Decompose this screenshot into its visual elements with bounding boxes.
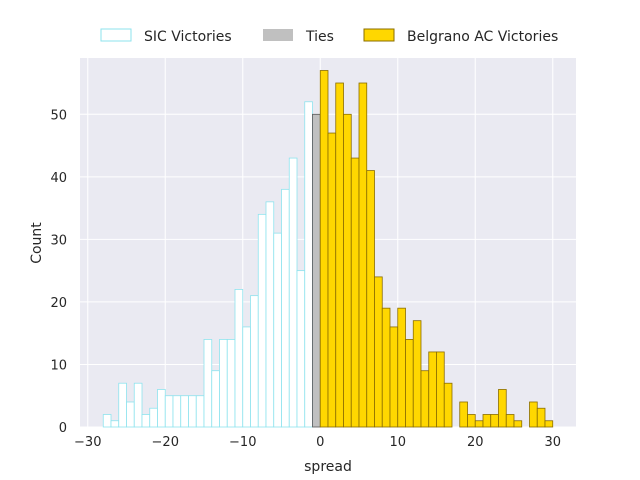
bar-sic-victories	[273, 232, 282, 428]
bar-belgrano-ac-victories	[490, 414, 499, 428]
bar-sic-victories	[149, 407, 158, 428]
legend-label-belgrano-victories: Belgrano AC Victories	[407, 29, 558, 45]
bar-belgrano-ac-victories	[319, 70, 329, 428]
bar-sic-victories	[296, 270, 306, 428]
bar-belgrano-ac-victories	[412, 320, 422, 428]
x-tick-label: 0	[316, 435, 324, 450]
bar-sic-victories	[195, 395, 205, 428]
bar-sic-victories	[304, 101, 313, 428]
bar-belgrano-ac-victories	[335, 82, 344, 428]
bar-belgrano-ac-victories	[389, 326, 399, 428]
bar-belgrano-ac-victories	[505, 414, 515, 428]
legend-swatch-belgrano-victories	[363, 28, 395, 42]
x-tick-label: −30	[74, 435, 101, 450]
bar-belgrano-ac-victories	[327, 132, 337, 428]
bar-sic-victories	[188, 395, 197, 428]
y-tick-label: 50	[50, 108, 67, 123]
bar-belgrano-ac-victories	[420, 370, 430, 428]
bar-belgrano-ac-victories	[381, 307, 391, 428]
x-tick-label: −10	[229, 435, 256, 450]
bar-belgrano-ac-victories	[474, 420, 484, 428]
x-axis-label: spread	[304, 459, 352, 475]
legend-swatch-ties	[263, 29, 293, 41]
bar-belgrano-ac-victories	[350, 157, 360, 428]
bar-belgrano-ac-victories	[358, 82, 368, 428]
bar-sic-victories	[211, 370, 220, 428]
bar-belgrano-ac-victories	[529, 401, 538, 428]
y-tick-label: 0	[59, 421, 67, 436]
bar-ties	[312, 113, 321, 428]
histogram-bars	[102, 70, 554, 428]
bar-sic-victories	[203, 339, 213, 428]
legend-label-sic-victories: SIC Victories	[144, 29, 232, 45]
x-axis-ticks: −30 −20 −10 0 10 20 30	[74, 435, 561, 450]
bar-belgrano-ac-victories	[498, 389, 507, 428]
y-axis-label: Count	[29, 222, 45, 264]
bar-sic-victories	[157, 389, 166, 428]
bar-sic-victories	[288, 157, 298, 428]
bar-sic-victories	[250, 295, 259, 428]
bar-sic-victories	[180, 395, 189, 428]
x-tick-label: 30	[544, 435, 561, 450]
bar-sic-victories	[164, 395, 174, 428]
bar-sic-victories	[257, 213, 267, 428]
y-tick-label: 10	[50, 358, 67, 373]
bar-belgrano-ac-victories	[443, 382, 453, 428]
bar-sic-victories	[219, 339, 228, 428]
bar-sic-victories	[126, 401, 135, 428]
x-tick-label: 10	[389, 435, 406, 450]
bar-sic-victories	[110, 420, 120, 428]
legend-swatch-sic-victories	[100, 28, 132, 42]
bar-sic-victories	[141, 414, 151, 428]
bar-sic-victories	[226, 339, 236, 428]
legend: SIC Victories Ties Belgrano AC Victories	[100, 28, 558, 45]
bar-belgrano-ac-victories	[397, 307, 406, 428]
x-tick-label: −20	[152, 435, 179, 450]
bar-sic-victories	[172, 395, 182, 428]
bar-sic-victories	[281, 188, 290, 428]
bar-sic-victories	[133, 382, 143, 428]
bar-belgrano-ac-victories	[544, 420, 554, 428]
bar-sic-victories	[242, 326, 251, 428]
bar-belgrano-ac-victories	[482, 414, 492, 428]
y-tick-label: 20	[50, 296, 67, 311]
bar-belgrano-ac-victories	[428, 351, 437, 428]
bar-sic-victories	[265, 201, 275, 428]
y-tick-label: 40	[50, 171, 67, 186]
bar-sic-victories	[118, 382, 127, 428]
bar-belgrano-ac-victories	[459, 401, 468, 428]
bar-belgrano-ac-victories	[513, 420, 523, 428]
bar-belgrano-ac-victories	[436, 351, 445, 428]
bar-belgrano-ac-victories	[366, 170, 375, 428]
bar-sic-victories	[234, 289, 244, 428]
legend-label-ties: Ties	[305, 29, 334, 45]
bar-belgrano-ac-victories	[405, 339, 414, 428]
y-axis-ticks: 0 10 20 30 40 50	[50, 108, 67, 436]
y-tick-label: 30	[50, 233, 67, 248]
bar-sic-victories	[102, 414, 112, 428]
bar-belgrano-ac-victories	[343, 113, 352, 428]
x-tick-label: 20	[467, 435, 484, 450]
bar-belgrano-ac-victories	[536, 407, 546, 428]
bar-belgrano-ac-victories	[467, 414, 476, 428]
bar-belgrano-ac-victories	[374, 276, 383, 428]
